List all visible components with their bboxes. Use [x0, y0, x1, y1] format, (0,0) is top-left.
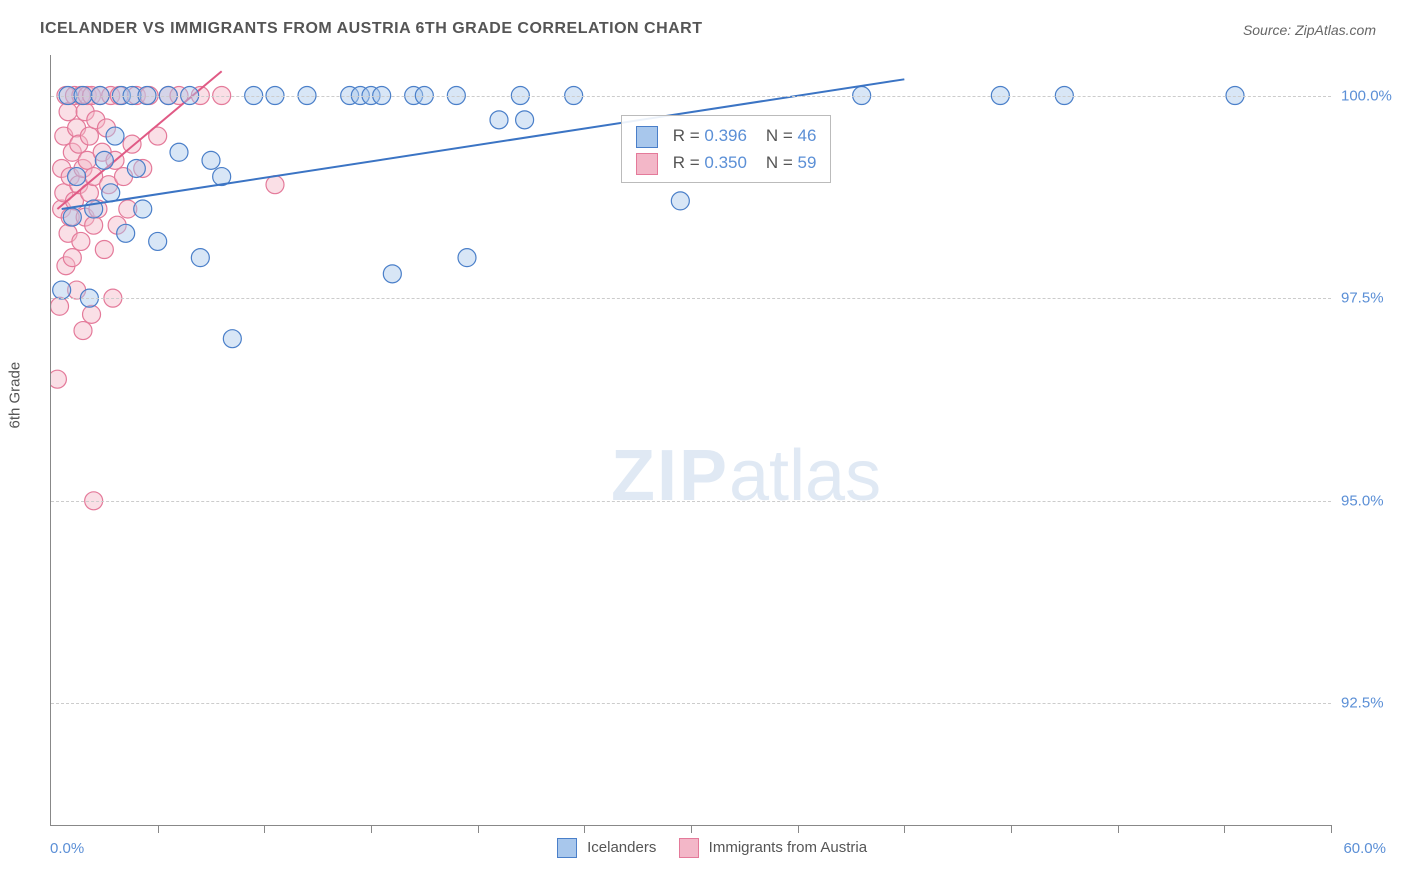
legend-label-austria: Immigrants from Austria	[709, 839, 867, 856]
source-label: Source: ZipAtlas.com	[1243, 22, 1376, 38]
data-point	[223, 330, 241, 348]
data-point	[63, 249, 81, 267]
data-point	[202, 151, 220, 169]
y-axis-label: 6th Grade	[7, 362, 24, 429]
data-point	[85, 216, 103, 234]
data-point	[63, 208, 81, 226]
y-tick-label: 95.0%	[1341, 492, 1401, 509]
data-point	[458, 249, 476, 267]
data-point	[51, 370, 66, 388]
swatch-austria	[636, 153, 658, 175]
x-tick	[1011, 825, 1012, 833]
gridline	[51, 96, 1331, 97]
data-point	[383, 265, 401, 283]
data-point	[72, 232, 90, 250]
legend-label-icelanders: Icelanders	[587, 839, 656, 856]
x-tick	[904, 825, 905, 833]
data-point	[68, 168, 86, 186]
data-point	[74, 322, 92, 340]
data-point	[516, 111, 534, 129]
data-point	[191, 249, 209, 267]
gridline	[51, 501, 1331, 502]
data-point	[80, 127, 98, 145]
data-point	[95, 241, 113, 259]
data-point	[117, 224, 135, 242]
x-tick	[158, 825, 159, 833]
data-point	[266, 176, 284, 194]
x-tick	[1331, 825, 1332, 833]
data-point	[53, 281, 71, 299]
y-tick-label: 92.5%	[1341, 695, 1401, 712]
data-point	[149, 232, 167, 250]
gridline	[51, 298, 1331, 299]
data-point	[83, 305, 101, 323]
x-tick	[371, 825, 372, 833]
gridline	[51, 703, 1331, 704]
data-point	[51, 297, 69, 315]
data-point	[95, 151, 113, 169]
swatch-icelanders	[636, 126, 658, 148]
data-point	[170, 143, 188, 161]
x-tick	[691, 825, 692, 833]
legend-bottom: Icelanders Immigrants from Austria	[0, 838, 1406, 858]
legend-swatch-austria	[679, 838, 699, 858]
x-tick	[584, 825, 585, 833]
chart-title: ICELANDER VS IMMIGRANTS FROM AUSTRIA 6TH…	[40, 20, 703, 38]
chart-plot-area: ZIPatlas R = 0.396 N = 46 R = 0.350 N = …	[50, 55, 1331, 826]
data-point	[59, 103, 77, 121]
x-tick	[798, 825, 799, 833]
x-tick	[1118, 825, 1119, 833]
x-tick	[1224, 825, 1225, 833]
x-tick	[478, 825, 479, 833]
data-point	[102, 184, 120, 202]
corr-row-austria: R = 0.350 N = 59	[636, 149, 816, 176]
legend-swatch-icelanders	[557, 838, 577, 858]
data-point	[127, 159, 145, 177]
data-point	[671, 192, 689, 210]
data-point	[106, 127, 124, 145]
x-tick	[264, 825, 265, 833]
y-tick-label: 97.5%	[1341, 290, 1401, 307]
y-tick-label: 100.0%	[1341, 87, 1401, 104]
data-point	[134, 200, 152, 218]
corr-row-icelanders: R = 0.396 N = 46	[636, 122, 816, 149]
correlation-legend: R = 0.396 N = 46 R = 0.350 N = 59	[621, 115, 831, 183]
data-point	[490, 111, 508, 129]
